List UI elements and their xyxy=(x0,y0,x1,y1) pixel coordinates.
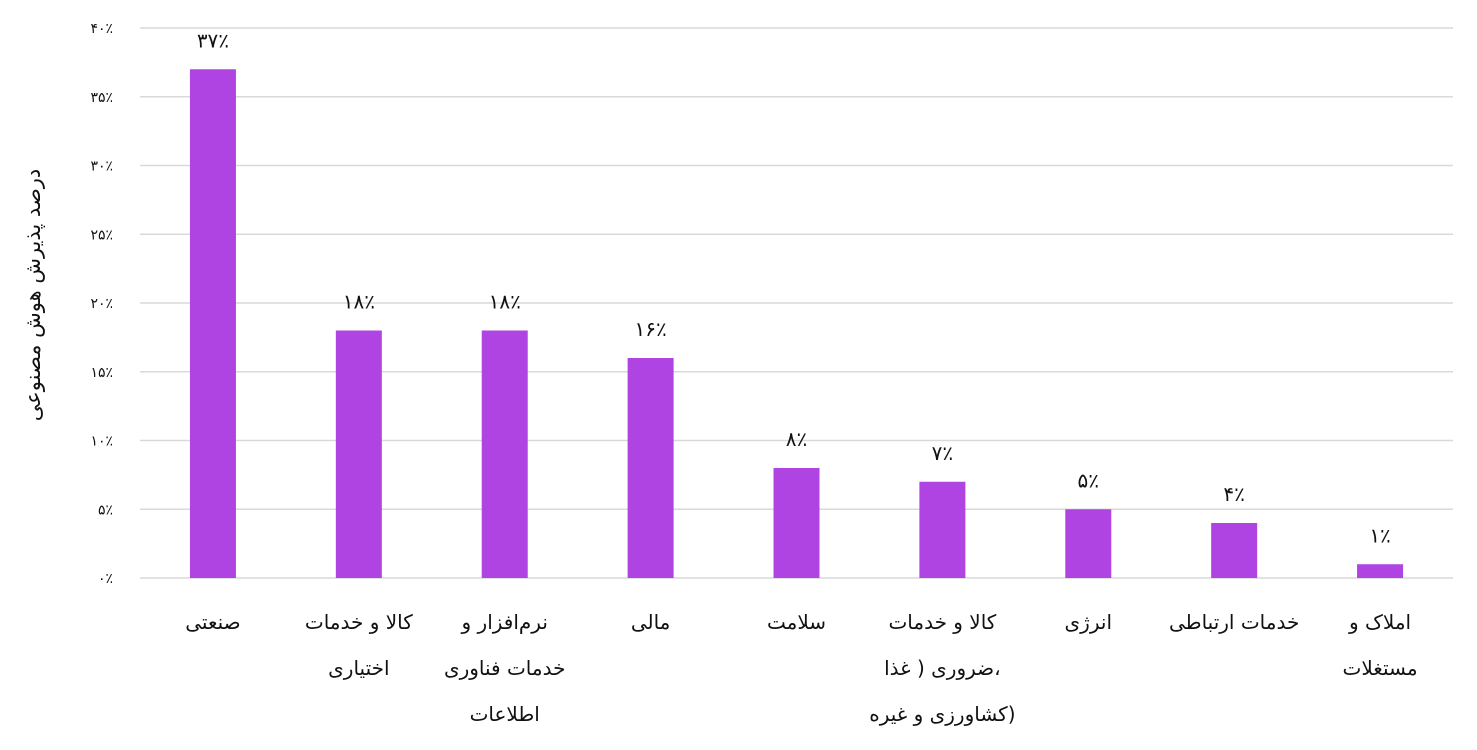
x-axis-categories: صنعتی کالا و خدمات اختیاری نرم‌افزار و خدمات… xyxy=(185,610,1417,726)
bar xyxy=(481,330,528,578)
x-category-label: خدمات فناوری xyxy=(444,656,566,680)
y-axis-ticks: ۰٪ ۵٪ ۱۰٪ ۱۵٪ ۲۰٪ ۲۵٪ ۳۰٪ ۳۵٪ ۴۰٪ xyxy=(90,21,113,587)
bar xyxy=(1211,523,1258,578)
data-labels: ۳۷٪ ۱۸٪ ۱۸٪ ۱۶٪ ۸٪ ۷٪ ۵٪ ۴٪ ۱٪ xyxy=(197,28,1391,547)
x-category-label: صنعتی xyxy=(185,610,240,634)
x-category-label: اختیاری xyxy=(328,656,389,680)
x-category-label: اطلاعات xyxy=(470,702,540,726)
bar xyxy=(919,481,966,578)
y-tick-label: ۴۰٪ xyxy=(90,21,113,37)
data-label: ۳۷٪ xyxy=(197,28,229,52)
bar xyxy=(1065,509,1112,578)
x-category-label: مستغلات xyxy=(1343,656,1418,680)
y-tick-label: ۵٪ xyxy=(98,502,113,518)
bar xyxy=(335,330,382,578)
data-label: ۵٪ xyxy=(1078,468,1099,492)
y-tick-label: ۱۰٪ xyxy=(90,434,113,450)
x-category-label: نرم‌افزار و xyxy=(461,610,548,634)
data-label: ۱۶٪ xyxy=(634,317,666,341)
data-label: ۱٪ xyxy=(1369,523,1390,547)
bar xyxy=(627,358,674,578)
x-category-label: سلامت xyxy=(767,610,826,634)
bars xyxy=(189,69,1404,578)
y-tick-label: ۳۰٪ xyxy=(90,159,113,175)
y-tick-label: ۳۵٪ xyxy=(90,90,113,106)
y-axis-title: درصد پذیرش هوش مصنوعی xyxy=(21,169,45,422)
x-category-label: املاک و xyxy=(1348,610,1411,634)
y-tick-label: ۰٪ xyxy=(98,571,113,587)
data-label: ۴٪ xyxy=(1223,482,1244,506)
bar xyxy=(773,468,820,578)
x-category-label: کالا و خدمات xyxy=(888,610,996,634)
y-tick-label: ۲۰٪ xyxy=(90,296,113,312)
x-category-label: مالی xyxy=(631,610,671,634)
bar xyxy=(1357,564,1404,578)
x-category-label: کالا و خدمات xyxy=(305,610,413,634)
x-category-label: انرژی xyxy=(1065,610,1112,634)
x-category-label: ضروری ( غذا، xyxy=(884,656,1001,680)
data-label: ۷٪ xyxy=(932,441,953,465)
x-category-label: خدمات ارتباطی xyxy=(1169,610,1299,634)
data-label: ۱۸٪ xyxy=(343,290,375,314)
data-label: ۱۸٪ xyxy=(489,290,521,314)
data-label: ۸٪ xyxy=(786,427,807,451)
x-category-label: کشاورزی و غیره) xyxy=(869,702,1015,726)
y-tick-label: ۲۵٪ xyxy=(90,227,113,243)
bar xyxy=(189,69,236,578)
y-tick-label: ۱۵٪ xyxy=(90,365,113,381)
